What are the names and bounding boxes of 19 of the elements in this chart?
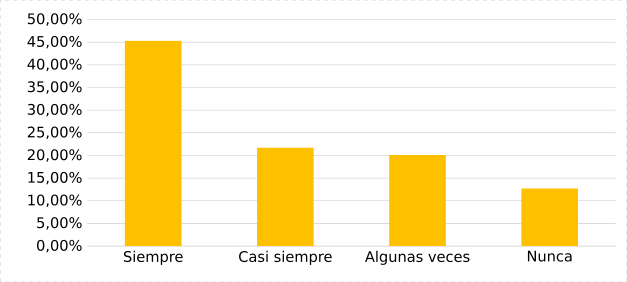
bar — [521, 188, 578, 246]
y-tick-label: 15,00% — [28, 172, 82, 184]
y-tick-label: 5,00% — [37, 217, 82, 230]
y-tick-label: 50,00% — [28, 13, 82, 26]
y-tick-label: 25,00% — [28, 126, 82, 139]
y-tick-label: 30,00% — [28, 104, 82, 116]
bar — [389, 154, 446, 246]
y-tick-label: 40,00% — [27, 58, 82, 71]
y-tick-label: 20,00% — [28, 149, 82, 162]
y-tick-label: 35,00% — [28, 81, 82, 94]
y-tick-label: 45,00% — [27, 36, 82, 48]
y-tick-label: 10,00% — [28, 194, 82, 207]
x-tick-label: Algunas veces — [365, 250, 470, 265]
x-tick-label: Casi siempre — [239, 250, 332, 265]
x-tick-label: Siempre — [124, 250, 183, 265]
x-tick-label: Nunca — [528, 250, 572, 262]
bar — [257, 148, 314, 246]
y-tick-label: 0,00% — [37, 240, 82, 252]
bar — [124, 40, 182, 246]
